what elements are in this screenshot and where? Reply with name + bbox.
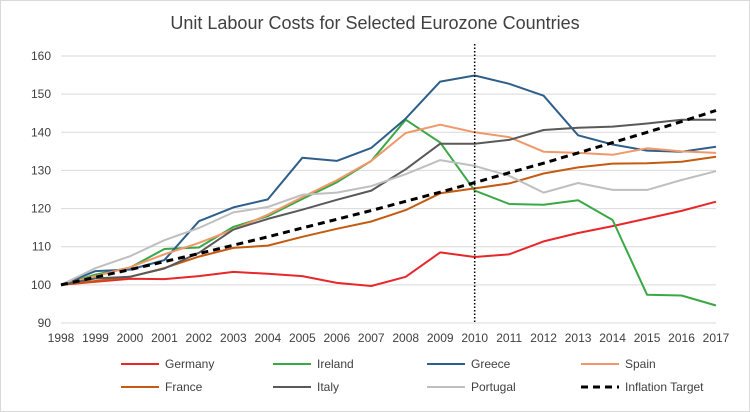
- y-tick-label-130: 130: [31, 163, 51, 177]
- legend-label-inflation-target: Inflation Target: [625, 380, 704, 394]
- y-tick-label-90: 90: [38, 316, 52, 330]
- legend-label-portugal: Portugal: [471, 380, 516, 394]
- x-tick-label-2009: 2009: [427, 331, 454, 345]
- legend-label-italy: Italy: [317, 380, 339, 394]
- x-tick-label-2003: 2003: [220, 331, 247, 345]
- chart-title: Unit Labour Costs for Selected Eurozone …: [170, 13, 579, 33]
- legend-label-greece: Greece: [471, 357, 511, 371]
- legend: Germany Ireland Greece Spain France Italy Port…: [121, 357, 704, 394]
- x-tick-label-2005: 2005: [289, 331, 316, 345]
- x-tick-label-2006: 2006: [323, 331, 350, 345]
- x-tick-label-2011: 2011: [496, 331, 522, 345]
- legend-label-france: France: [165, 380, 203, 394]
- legend-label-ireland: Ireland: [317, 357, 354, 371]
- x-tick-label-2014: 2014: [599, 331, 626, 345]
- series-line-germany: [60, 200, 717, 287]
- x-tick-label-2008: 2008: [392, 331, 419, 345]
- legend-label-germany: Germany: [165, 357, 214, 371]
- y-tick-label-150: 150: [31, 87, 51, 101]
- y-tick-label-140: 140: [31, 125, 51, 139]
- y-tick-label-100: 100: [31, 278, 51, 292]
- x-tick-label-2017: 2017: [703, 331, 730, 345]
- y-tick-label-120: 120: [31, 202, 51, 216]
- x-tick-label-2004: 2004: [254, 331, 281, 345]
- x-tick-label-1998: 1998: [48, 331, 75, 345]
- series-line-ireland: [60, 118, 717, 307]
- series-line-inflation-target: [60, 109, 717, 287]
- x-tick-label-1999: 1999: [82, 331, 109, 345]
- y-axis-ticks: 90 100 110 120 130 140 150 160: [31, 49, 51, 330]
- x-tick-label-2002: 2002: [186, 331, 213, 345]
- x-tick-label-2010: 2010: [461, 331, 488, 345]
- x-tick-label-2015: 2015: [634, 331, 661, 345]
- y-tick-label-160: 160: [31, 49, 51, 63]
- x-tick-label-2007: 2007: [358, 331, 385, 345]
- y-tick-label-110: 110: [32, 240, 51, 254]
- x-tick-label-2000: 2000: [117, 331, 144, 345]
- x-axis-ticks: 1998 1999 2000 2001 2002 2003 2004 2005 2006 2007…: [48, 331, 730, 345]
- series-lines: [60, 74, 717, 307]
- x-tick-label-2001: 2001: [151, 331, 178, 345]
- x-tick-label-2013: 2013: [565, 331, 592, 345]
- series-line-portugal: [60, 159, 717, 286]
- series-line-spain: [60, 123, 717, 286]
- series-line-france: [60, 155, 717, 286]
- x-tick-label-2016: 2016: [668, 331, 695, 345]
- x-tick-label-2012: 2012: [530, 331, 557, 345]
- legend-label-spain: Spain: [625, 357, 656, 371]
